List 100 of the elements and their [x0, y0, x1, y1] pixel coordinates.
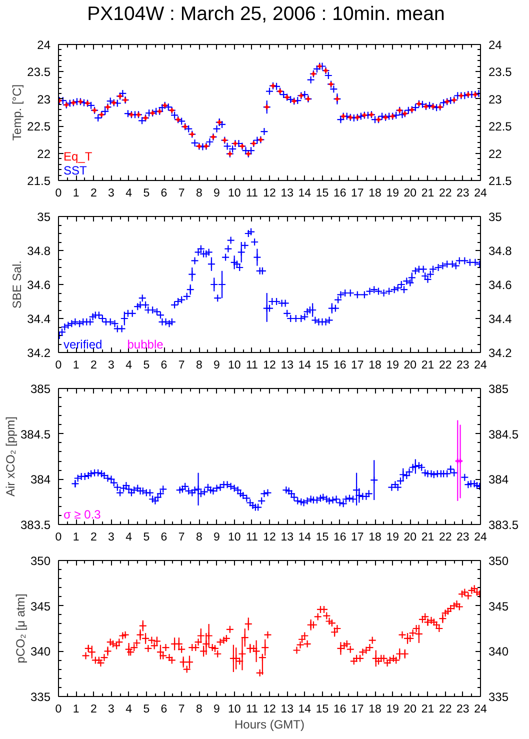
x-tick-label: 14: [298, 360, 312, 372]
x-tick-label: 3: [108, 360, 114, 372]
y2-tick-label: 34.8: [488, 244, 512, 258]
y2-tick-label: 35: [488, 210, 502, 224]
x-tick-label: 14: [298, 704, 312, 716]
x-tick-label: 0: [55, 188, 62, 200]
x-tick-label: 19: [386, 188, 399, 200]
y2-tick-label: 345: [488, 599, 509, 614]
y-tick-label: 385: [30, 382, 51, 396]
x-tick-label: 14: [298, 188, 312, 200]
x-tick-label: 5: [143, 188, 150, 200]
x-tick-label: 19: [386, 704, 399, 716]
x-tick-label: 1: [72, 360, 80, 372]
x-tick-label: 24: [474, 188, 488, 200]
x-tick-label: 24: [474, 704, 488, 716]
x-tick-label: 1: [72, 188, 80, 200]
text: SST: [64, 164, 88, 178]
x-tick-label: 12: [263, 704, 276, 716]
x-tick-label: 11: [246, 532, 258, 544]
x-tick-label: 15: [316, 532, 329, 544]
x-tick-label: 24: [474, 360, 488, 372]
x-tick-label: 21: [421, 188, 434, 200]
x-axis-title: Hours (GMT): [234, 718, 304, 732]
x-tick-label: 8: [196, 532, 202, 544]
text: Eq_T: [64, 150, 93, 164]
y2-tick-label: 22.5: [488, 120, 512, 134]
x-tick-label: 1: [72, 532, 80, 544]
x-tick-label: 22: [438, 532, 452, 544]
x-tick-label: 9: [214, 360, 220, 372]
y2-tick-label: 34.4: [488, 312, 512, 326]
x-tick-label: 16: [333, 704, 346, 716]
x-tick-label: 2: [90, 532, 97, 544]
x-tick-label: 10: [228, 532, 241, 544]
x-tick-label: 22: [438, 704, 452, 716]
x-tick-label: 7: [178, 704, 185, 716]
x-tick-label: 10: [228, 704, 241, 716]
x-tick-label: 16: [333, 360, 346, 372]
x-tick-label: 4: [126, 532, 133, 544]
y2-tick-label: 340: [488, 644, 509, 659]
chart-title: PX104W : March 25, 2006 : 10min. mean: [87, 3, 445, 25]
text: σ ≥ 0.3: [64, 508, 102, 522]
y-tick-label: 23: [37, 92, 51, 106]
x-tick-label: 4: [126, 188, 133, 200]
y2-tick-label: 335: [488, 690, 509, 704]
x-tick-label: 3: [108, 704, 114, 716]
y-tick-label: 35: [37, 210, 51, 224]
y-axis-title: pCO₂ [μ atm]: [13, 594, 28, 664]
x-tick-label: 21: [421, 532, 434, 544]
x-tick-label: 15: [316, 360, 329, 372]
y-tick-label: 340: [30, 644, 51, 659]
x-tick-label: 6: [160, 704, 168, 716]
y-tick-label: 34.8: [27, 244, 51, 258]
x-tick-label: 5: [143, 704, 150, 716]
y-tick-label: 383.5: [20, 518, 51, 532]
y2-tick-label: 34.2: [488, 346, 512, 360]
y-axis-title: Air xCO₂ [ppm]: [3, 416, 18, 496]
x-tick-label: 10: [228, 188, 241, 200]
x-tick-label: 2: [90, 360, 97, 372]
x-tick-label: 20: [404, 188, 417, 200]
legend-label: bubble: [127, 338, 164, 352]
x-tick-label: 3: [108, 188, 114, 200]
x-tick-label: 15: [316, 704, 329, 716]
x-tick-label: 4: [126, 360, 133, 372]
x-tick-label: 21: [421, 704, 434, 716]
x-tick-label: 8: [196, 360, 202, 372]
x-tick-label: 13: [280, 532, 294, 544]
x-tick-label: 7: [178, 532, 185, 544]
y2-tick-label: 383.5: [488, 518, 519, 532]
x-tick-label: 20: [404, 704, 417, 716]
x-tick-label: 17: [351, 532, 364, 544]
y-tick-label: 21.5: [27, 174, 51, 188]
y2-tick-label: 24: [488, 38, 502, 52]
x-tick-label: 19: [386, 360, 399, 372]
x-tick-label: 17: [351, 360, 364, 372]
x-tick-label: 11: [246, 188, 258, 200]
x-tick-label: 9: [214, 704, 220, 716]
y2-tick-label: 22: [488, 146, 502, 161]
y2-tick-label: 21.5: [488, 174, 512, 188]
y2-tick-label: 23: [488, 92, 502, 106]
y-tick-label: 22: [37, 146, 51, 161]
x-tick-label: 18: [368, 188, 382, 200]
x-tick-label: 4: [126, 704, 133, 716]
y-tick-label: 22.5: [27, 120, 51, 134]
x-tick-label: 22: [438, 360, 452, 372]
x-tick-label: 21: [421, 360, 434, 372]
x-tick-label: 23: [456, 532, 470, 544]
y-axis-title: SBE Sal.: [10, 260, 24, 309]
y-tick-label: 335: [30, 690, 51, 704]
y2-tick-label: 385: [488, 382, 509, 396]
y-tick-label: 345: [30, 599, 51, 614]
x-tick-label: 10: [228, 360, 241, 372]
x-tick-label: 12: [263, 188, 276, 200]
x-tick-label: 15: [316, 188, 329, 200]
x-tick-label: 22: [438, 188, 452, 200]
x-tick-label: 16: [333, 188, 346, 200]
y-tick-label: 34.4: [27, 312, 51, 326]
x-tick-label: 20: [404, 532, 417, 544]
x-tick-label: 0: [55, 704, 62, 716]
x-tick-label: 17: [351, 704, 364, 716]
x-tick-label: 0: [55, 532, 62, 544]
